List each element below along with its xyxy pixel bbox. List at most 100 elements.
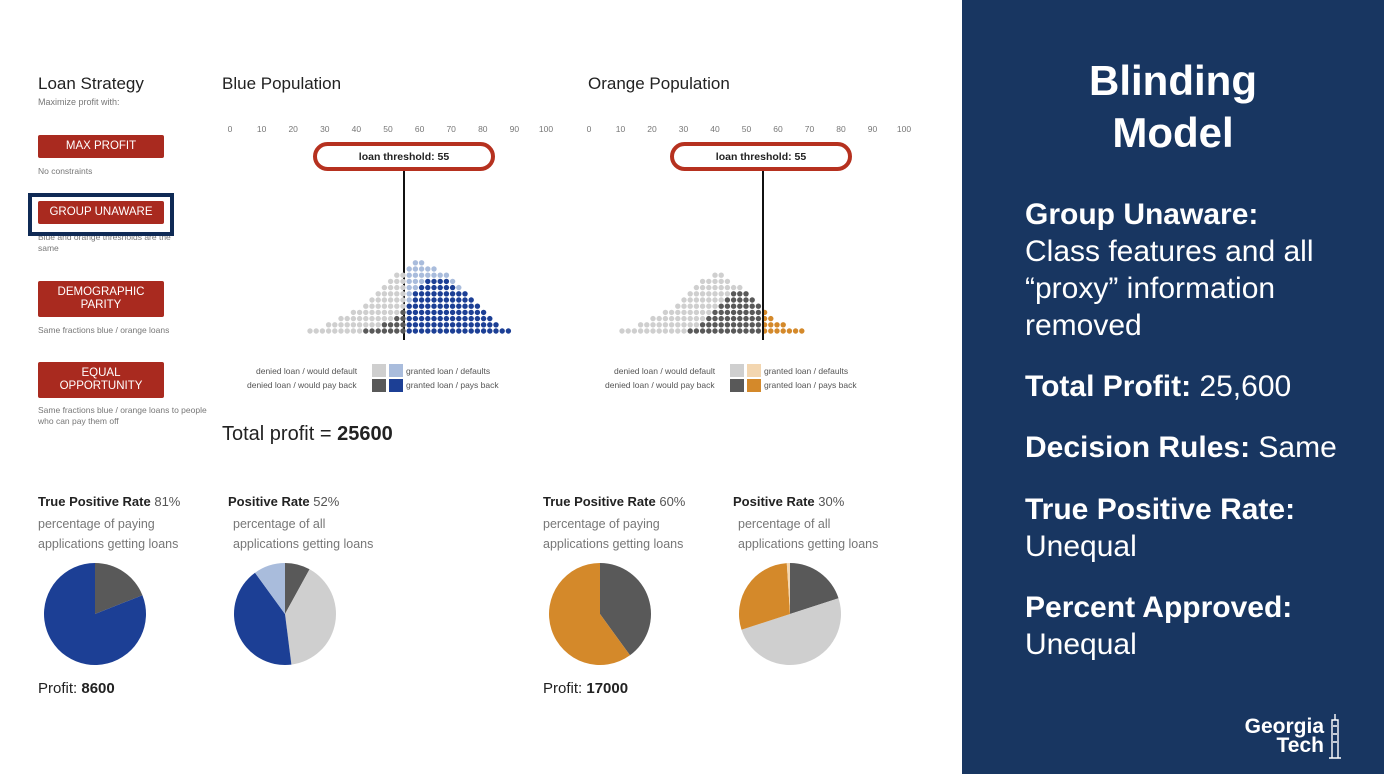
population-dot (338, 322, 344, 328)
population-dot (625, 328, 631, 334)
population-dot (724, 291, 731, 297)
summary-panel: Blinding Model Group Unaware: Class featu… (962, 0, 1384, 774)
population-dot (480, 309, 487, 316)
population-dot (706, 328, 712, 334)
population-dot (437, 284, 443, 291)
population-dot (462, 303, 468, 309)
demographic-parity-button[interactable]: DEMOGRAPHIC PARITY (38, 281, 164, 317)
max-profit-button[interactable]: MAX PROFIT (38, 135, 164, 158)
blue-pr-pie-slice (285, 563, 310, 614)
population-dot (350, 315, 357, 322)
population-dot (706, 309, 712, 316)
axis-tick-label: 60 (773, 124, 783, 134)
blue-tpr-desc-line: applications getting loans (38, 537, 179, 551)
group-unaware-text: Class features and all “proxy” informati… (1025, 235, 1314, 342)
population-dot (356, 315, 363, 322)
population-dot (712, 309, 718, 316)
blue-swatch-denied-default (372, 364, 386, 377)
population-dot (755, 322, 762, 328)
equal-opportunity-button[interactable]: EQUAL OPPORTUNITY (38, 362, 164, 398)
population-dot (468, 328, 474, 334)
population-dot (369, 309, 375, 316)
population-dot (650, 315, 656, 322)
population-dot (712, 328, 718, 334)
population-dot (699, 284, 706, 291)
axis-tick-label: 50 (383, 124, 393, 134)
population-dot (375, 303, 381, 309)
population-dot (437, 297, 443, 303)
population-dot (387, 328, 394, 334)
orange-threshold-line[interactable] (762, 171, 764, 340)
population-dot (755, 309, 762, 316)
population-dot (381, 303, 388, 309)
group-unaware-desc: Blue and orange thresholds are the same (38, 232, 171, 253)
population-dot (474, 328, 481, 334)
tpr-note-value: Unequal (1025, 530, 1137, 563)
orange-pr-pie-slice (790, 563, 839, 614)
population-dot (487, 328, 493, 334)
orange-threshold-handle[interactable]: loan threshold: 55 (670, 142, 852, 171)
population-dot (431, 315, 437, 322)
blue-pr-desc: percentage of all applications getting lo… (233, 514, 373, 554)
population-dot (456, 284, 462, 291)
population-dot (363, 303, 369, 309)
population-dot (462, 297, 468, 303)
blue-threshold-handle[interactable]: loan threshold: 55 (313, 142, 495, 171)
population-dot (406, 272, 412, 278)
population-dot (493, 322, 499, 328)
population-dot (418, 272, 425, 278)
population-dot (780, 322, 786, 328)
population-dot (730, 291, 737, 297)
population-dot (369, 328, 375, 334)
population-dot (443, 322, 450, 328)
axis-tick-label: 90 (509, 124, 520, 134)
population-dot (768, 315, 774, 322)
population-dot (350, 328, 357, 334)
population-dot (400, 272, 406, 278)
blue-threshold-line[interactable] (403, 171, 405, 340)
population-dot (662, 322, 669, 328)
blue-pr-desc-line: applications getting loans (233, 537, 374, 551)
blue-pr-pie-slice (255, 563, 285, 614)
population-dot (619, 328, 625, 334)
axis-tick-label: 100 (896, 124, 912, 134)
percent-approved-label: Percent Approved: (1025, 591, 1293, 624)
population-dot (325, 328, 332, 334)
population-dot (412, 278, 419, 285)
population-dot (350, 322, 357, 328)
population-dot (712, 303, 718, 309)
population-dot (400, 328, 406, 334)
group-unaware-button[interactable]: GROUP UNAWARE (38, 201, 164, 224)
population-dot (474, 315, 481, 322)
population-dot (394, 309, 400, 316)
axis-tick-label: 60 (414, 124, 425, 134)
population-dot (505, 328, 512, 334)
population-dot (394, 278, 400, 285)
population-dot (406, 322, 412, 328)
population-dot (412, 260, 419, 266)
orange-swatch-denied-default (730, 364, 744, 377)
population-dot (718, 309, 724, 316)
population-dot (693, 309, 700, 316)
population-dot (381, 291, 388, 297)
axis-tick-label: 0 (227, 124, 233, 134)
population-dot (668, 309, 675, 316)
orange-pr-desc-line: applications getting loans (738, 537, 879, 551)
population-dot (712, 297, 718, 303)
population-dot (425, 297, 431, 303)
population-dot (730, 297, 737, 303)
population-dot (412, 322, 419, 328)
orange-tpr-desc-line: applications getting loans (543, 537, 684, 551)
population-dot (425, 315, 431, 322)
population-dot (499, 328, 505, 334)
blue-population-dots (307, 260, 805, 334)
tpr-note-label: True Positive Rate: (1025, 493, 1296, 526)
population-dot (668, 322, 675, 328)
blue-tpr-pie-slice (95, 563, 143, 614)
population-dot (687, 303, 693, 309)
population-dot (737, 309, 743, 316)
population-dot (650, 322, 656, 328)
population-dot (737, 284, 743, 291)
panel-title-line: Model (1112, 109, 1234, 156)
axis-tick-label: 100 (538, 124, 554, 134)
